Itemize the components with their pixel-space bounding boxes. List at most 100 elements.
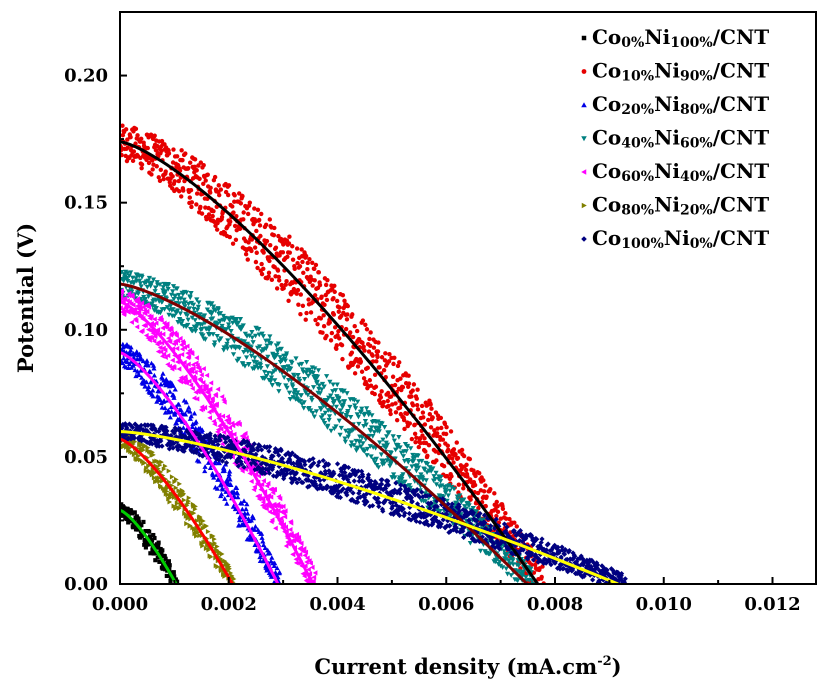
data-point — [163, 464, 168, 469]
data-point — [272, 226, 276, 230]
data-point — [250, 335, 255, 340]
data-point — [389, 394, 393, 398]
data-point — [337, 336, 341, 340]
data-point — [392, 356, 396, 360]
data-point — [410, 388, 414, 392]
data-point — [326, 418, 331, 423]
data-point — [240, 194, 244, 198]
data-point — [328, 320, 332, 324]
data-point — [177, 481, 182, 486]
data-point — [141, 520, 145, 524]
data-point — [194, 202, 198, 206]
data-point — [348, 415, 353, 420]
data-point — [509, 573, 514, 578]
data-point — [282, 375, 287, 380]
data-point — [249, 249, 253, 253]
data-point — [421, 415, 425, 419]
legend-label-part: 0% — [690, 236, 713, 252]
data-point — [189, 205, 193, 209]
data-point — [420, 404, 424, 408]
data-point — [150, 167, 154, 171]
data-point — [244, 355, 249, 360]
data-point — [228, 219, 232, 223]
data-point — [335, 383, 340, 388]
data-point — [227, 183, 231, 187]
legend-label-part: 60% — [680, 136, 713, 152]
data-point — [128, 135, 132, 139]
data-point — [461, 486, 465, 490]
data-point — [209, 380, 214, 385]
legend-label: Co20%Ni80%/CNT — [592, 92, 769, 118]
legend-label: Co80%Ni20%/CNT — [592, 193, 769, 219]
data-point — [306, 261, 310, 265]
y-axis-title: Potential (V) — [13, 223, 38, 373]
data-point — [376, 340, 380, 344]
data-point — [149, 172, 153, 176]
data-point — [388, 412, 392, 416]
data-point — [254, 229, 258, 233]
data-point — [456, 456, 460, 460]
data-point — [428, 402, 432, 406]
data-point — [164, 169, 168, 173]
data-point — [210, 214, 214, 218]
data-point — [449, 474, 453, 478]
data-point — [311, 385, 316, 390]
data-point — [473, 474, 477, 478]
data-point — [304, 318, 308, 322]
data-point — [393, 383, 397, 387]
data-point — [539, 575, 543, 579]
data-point — [129, 320, 134, 325]
data-point — [255, 251, 259, 255]
data-point — [372, 346, 376, 350]
legend-marker — [582, 36, 586, 40]
data-point — [464, 468, 468, 472]
data-point — [353, 406, 358, 411]
legend-label-part: 20% — [680, 203, 713, 219]
data-point — [337, 419, 342, 424]
data-point — [312, 267, 316, 271]
data-point — [301, 406, 306, 411]
data-point — [382, 425, 387, 430]
data-point — [350, 350, 354, 354]
data-point — [406, 460, 411, 465]
legend-label-part: Ni — [654, 193, 680, 217]
data-point — [376, 349, 380, 353]
data-point — [379, 389, 383, 393]
data-point — [290, 244, 294, 248]
data-point — [134, 349, 139, 354]
data-point — [147, 530, 151, 534]
data-point — [512, 521, 516, 525]
data-point — [362, 348, 366, 352]
data-point — [464, 463, 468, 467]
data-point — [386, 391, 390, 395]
data-point — [239, 201, 243, 205]
data-point — [144, 358, 149, 363]
legend-label-part: /CNT — [713, 25, 770, 49]
data-point — [429, 425, 433, 429]
data-point — [366, 366, 370, 370]
data-point — [175, 346, 180, 351]
data-point — [395, 418, 399, 422]
data-point — [249, 479, 254, 484]
legend-label-part: 10% — [621, 69, 654, 85]
data-point — [426, 418, 430, 422]
data-point — [304, 311, 308, 315]
x-axis-title-sup: -2 — [597, 654, 611, 669]
data-point — [369, 413, 374, 418]
legend-label-part: Co — [592, 226, 621, 250]
data-point — [483, 483, 487, 487]
legend-label-part: 0% — [621, 35, 644, 51]
data-point — [407, 511, 412, 516]
data-point — [424, 478, 429, 483]
legend-label-part: Co — [592, 193, 621, 217]
legend-label: Co60%Ni40%/CNT — [592, 159, 769, 185]
data-point — [152, 536, 156, 540]
y-tick-label: 0.20 — [64, 66, 108, 87]
data-point — [167, 499, 172, 504]
data-point — [398, 377, 402, 381]
data-point — [438, 479, 443, 484]
data-point — [481, 478, 485, 482]
data-point — [305, 267, 309, 271]
data-point — [447, 489, 452, 494]
data-point — [331, 382, 336, 387]
